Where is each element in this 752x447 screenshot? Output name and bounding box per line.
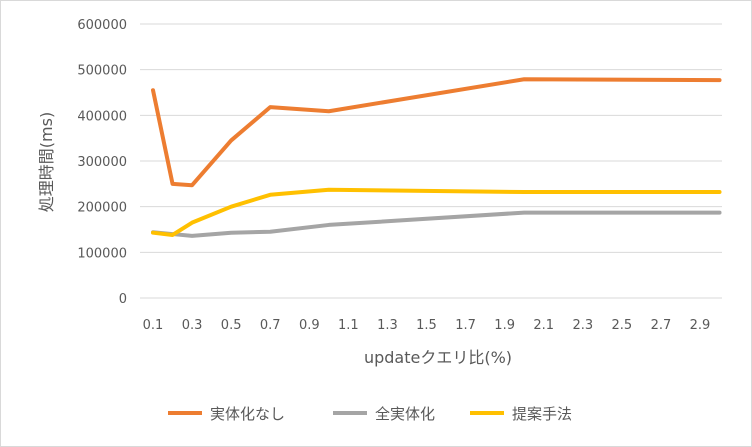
legend: 実体化なし 全実体化 提案手法 — [168, 405, 572, 423]
legend-label: 全実体化 — [375, 405, 435, 423]
x-tick-label: 0.5 — [221, 318, 242, 333]
y-tick-label: 500000 — [77, 64, 127, 79]
x-tick-label: 2.7 — [651, 318, 672, 333]
y-axis-ticks: 0 100000 200000 300000 400000 500000 600000 — [77, 18, 127, 307]
x-tick-label: 2.1 — [533, 318, 554, 333]
x-tick-label: 0.7 — [260, 318, 281, 333]
series-lines — [153, 79, 720, 236]
y-tick-label: 600000 — [77, 18, 127, 33]
x-tick-label: 1.7 — [455, 318, 476, 333]
x-tick-label: 1.5 — [416, 318, 437, 333]
y-tick-label: 100000 — [77, 246, 127, 261]
gridlines — [140, 24, 722, 298]
y-tick-label: 0 — [119, 292, 127, 307]
series-line-全実体化 — [153, 213, 720, 236]
x-tick-label: 2.5 — [612, 318, 633, 333]
y-tick-label: 400000 — [77, 109, 127, 124]
x-tick-label: 1.9 — [494, 318, 515, 333]
y-tick-label: 200000 — [77, 201, 127, 216]
x-tick-label: 0.3 — [182, 318, 203, 333]
x-axis-title: updateクエリ比(%) — [364, 348, 512, 367]
x-axis-ticks: 0.1 0.3 0.5 0.7 0.9 1.1 1.3 1.5 1.7 1.9 2.1 2.3 2.5 2… — [143, 318, 711, 333]
y-tick-label: 300000 — [77, 155, 127, 170]
x-tick-label: 1.1 — [338, 318, 359, 333]
y-axis-title: 処理時間(ms) — [37, 112, 56, 212]
x-tick-label: 1.3 — [377, 318, 398, 333]
x-tick-label: 2.3 — [572, 318, 593, 333]
legend-label: 実体化なし — [210, 405, 285, 423]
x-tick-label: 0.9 — [299, 318, 320, 333]
x-tick-label: 0.1 — [143, 318, 164, 333]
series-line-実体化なし — [153, 79, 720, 185]
legend-label: 提案手法 — [512, 405, 572, 423]
x-tick-label: 2.9 — [690, 318, 711, 333]
